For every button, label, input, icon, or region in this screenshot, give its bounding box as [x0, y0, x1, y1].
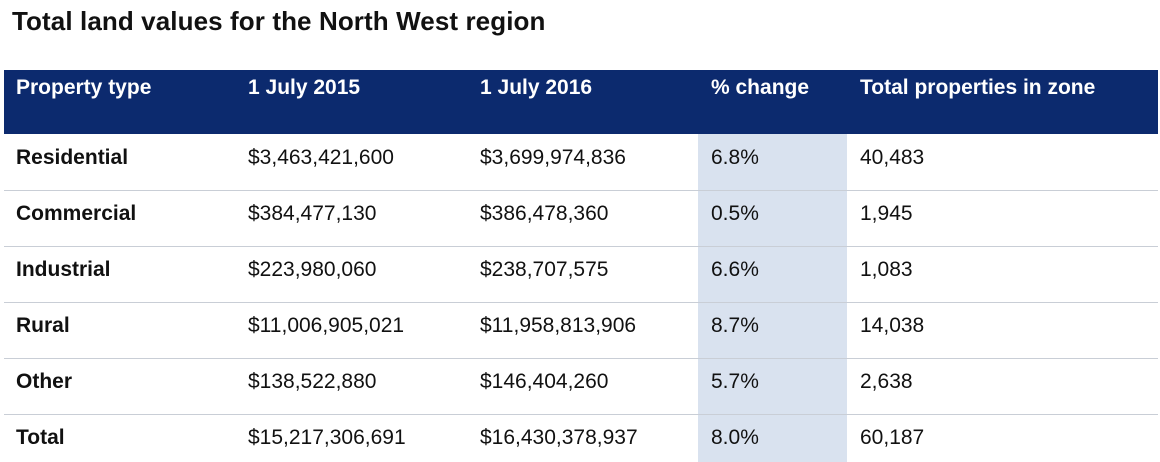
cell-july-2016: $3,699,974,836 — [480, 146, 626, 169]
cell-july-2016: $146,404,260 — [480, 370, 609, 393]
row-divider — [4, 246, 1158, 247]
cell-july-2015: $384,477,130 — [248, 202, 377, 225]
header-total-properties: Total properties in zone — [860, 76, 1096, 99]
cell-july-2016: $386,478,360 — [480, 202, 609, 225]
cell-total-properties: 2,638 — [860, 370, 913, 393]
cell-july-2015: $138,522,880 — [248, 370, 377, 393]
header-property-type: Property type — [16, 76, 152, 99]
row-divider — [4, 302, 1158, 303]
row-divider — [4, 414, 1158, 415]
cell-july-2015: $3,463,421,600 — [248, 146, 394, 169]
row-divider — [4, 190, 1158, 191]
cell-july-2016: $16,430,378,937 — [480, 426, 638, 449]
cell-property-type: Residential — [16, 146, 129, 169]
cell-percent-change: 8.7% — [711, 314, 759, 337]
cell-july-2015: $223,980,060 — [248, 258, 377, 281]
cell-percent-change: 0.5% — [711, 202, 759, 225]
land-values-table: Property type 1 July 2015 1 July 2016 % … — [4, 70, 1158, 462]
cell-property-type: Rural — [16, 314, 70, 337]
cell-july-2015: $11,006,905,021 — [248, 314, 405, 337]
table-header: Property type 1 July 2015 1 July 2016 % … — [4, 70, 1158, 134]
cell-percent-change: 8.0% — [711, 426, 759, 449]
cell-total-properties: 1,945 — [860, 202, 913, 225]
cell-property-type: Commercial — [16, 202, 137, 225]
table-title: Total land values for the North West reg… — [12, 6, 546, 36]
cell-percent-change: 6.6% — [711, 258, 759, 281]
table-row: Residential $3,463,421,600 $3,699,974,836 6… — [4, 134, 1158, 190]
percent-change-column-highlight — [698, 134, 847, 462]
cell-property-type: Total — [16, 426, 65, 449]
cell-total-properties: 60,187 — [860, 426, 925, 449]
cell-total-properties: 14,038 — [860, 314, 925, 337]
table-row: Total $15,217,306,691 $16,430,378,937 8.0% 6… — [4, 414, 1158, 462]
cell-july-2016: $238,707,575 — [480, 258, 609, 281]
cell-percent-change: 5.7% — [711, 370, 759, 393]
header-july-2016: 1 July 2016 — [480, 76, 593, 99]
cell-percent-change: 6.8% — [711, 146, 759, 169]
header-july-2015: 1 July 2015 — [248, 76, 361, 99]
table-row: Commercial $384,477,130 $386,478,360 0.5% 1,… — [4, 190, 1158, 246]
header-percent-change: % change — [711, 76, 810, 99]
cell-property-type: Industrial — [16, 258, 111, 281]
table-row: Industrial $223,980,060 $238,707,575 6.6% 1,… — [4, 246, 1158, 302]
cell-july-2015: $15,217,306,691 — [248, 426, 406, 449]
row-divider — [4, 358, 1158, 359]
cell-july-2016: $11,958,813,906 — [480, 314, 637, 337]
table-row: Other $138,522,880 $146,404,260 5.7% 2,638 — [4, 358, 1158, 414]
cell-property-type: Other — [16, 370, 73, 393]
cell-total-properties: 1,083 — [860, 258, 913, 281]
table-row: Rural $11,006,905,021 $11,958,813,906 8.7% 1… — [4, 302, 1158, 358]
cell-total-properties: 40,483 — [860, 146, 925, 169]
